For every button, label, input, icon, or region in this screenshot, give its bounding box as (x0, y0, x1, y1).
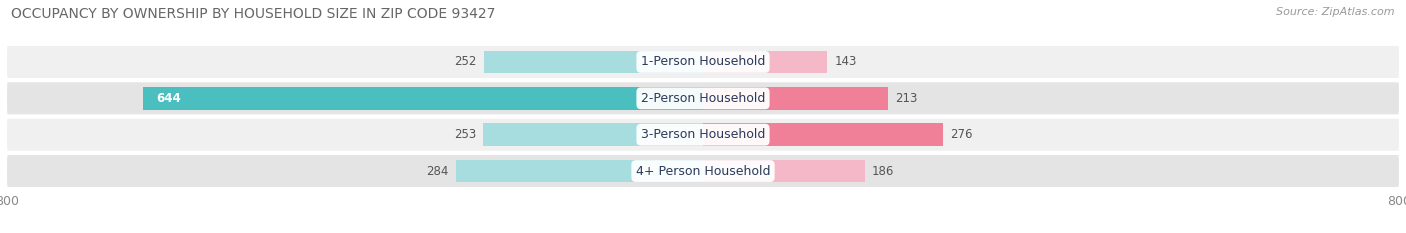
Text: 143: 143 (834, 55, 856, 69)
Text: 1-Person Household: 1-Person Household (641, 55, 765, 69)
Text: OCCUPANCY BY OWNERSHIP BY HOUSEHOLD SIZE IN ZIP CODE 93427: OCCUPANCY BY OWNERSHIP BY HOUSEHOLD SIZE… (11, 7, 496, 21)
Text: 276: 276 (950, 128, 973, 141)
FancyBboxPatch shape (7, 119, 1399, 151)
Bar (484, 51, 703, 73)
Bar (703, 160, 865, 182)
FancyBboxPatch shape (7, 155, 1399, 187)
FancyBboxPatch shape (7, 46, 1399, 78)
Text: 644: 644 (156, 92, 180, 105)
FancyBboxPatch shape (7, 82, 1399, 114)
Text: 253: 253 (454, 128, 477, 141)
Bar (703, 123, 943, 146)
Text: 284: 284 (426, 164, 449, 178)
Text: Source: ZipAtlas.com: Source: ZipAtlas.com (1277, 7, 1395, 17)
Bar (703, 51, 827, 73)
Text: 2-Person Household: 2-Person Household (641, 92, 765, 105)
Bar (143, 87, 703, 110)
Bar (703, 87, 889, 110)
Text: 213: 213 (896, 92, 918, 105)
Bar (456, 160, 703, 182)
Text: 252: 252 (454, 55, 477, 69)
Text: 3-Person Household: 3-Person Household (641, 128, 765, 141)
Bar (482, 123, 703, 146)
Text: 4+ Person Household: 4+ Person Household (636, 164, 770, 178)
Text: 186: 186 (872, 164, 894, 178)
